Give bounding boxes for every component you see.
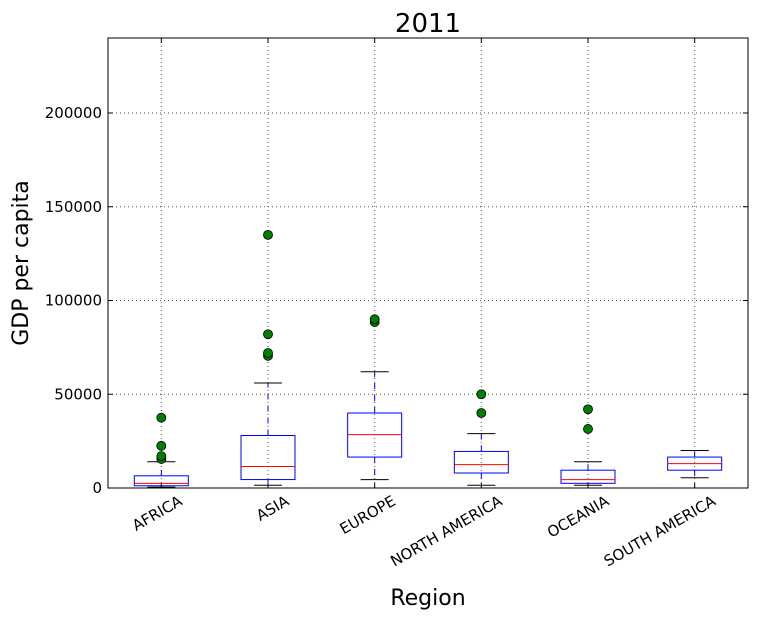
outlier-point bbox=[476, 389, 487, 400]
grid-lines bbox=[108, 38, 748, 489]
x-tick-label: ASIA bbox=[253, 492, 292, 525]
outlier-point bbox=[583, 404, 593, 415]
plot-frame bbox=[107, 37, 749, 489]
y-tick-label: 200000 bbox=[45, 104, 102, 122]
box-asia bbox=[240, 229, 296, 486]
x-axis-title: Region bbox=[390, 586, 465, 611]
y-tick-label: 150000 bbox=[45, 198, 102, 216]
outlier-point bbox=[583, 424, 593, 434]
outlier-point bbox=[263, 229, 273, 240]
box-iqr bbox=[453, 450, 509, 474]
box-iqr bbox=[240, 435, 296, 481]
box-iqr bbox=[560, 469, 616, 484]
x-tick-label: EUROPE bbox=[337, 492, 399, 538]
outlier-point bbox=[263, 348, 273, 358]
outlier-point bbox=[156, 412, 167, 423]
outlier-point bbox=[476, 408, 487, 418]
chart-title: 2011 bbox=[395, 9, 461, 39]
outlier-point bbox=[156, 440, 167, 451]
outlier-point bbox=[263, 329, 273, 340]
y-tick-label: 100000 bbox=[45, 292, 102, 310]
y-axis: 0 50000 100000 150000 200000 bbox=[45, 104, 748, 497]
box-south-america bbox=[667, 450, 723, 479]
box-oceania bbox=[560, 404, 616, 486]
x-tick-label: NORTH AMERICA bbox=[387, 492, 506, 571]
x-tick-label: AFRICA bbox=[129, 492, 186, 535]
y-tick-label: 50000 bbox=[54, 385, 102, 403]
y-axis-title: GDP per capita bbox=[9, 180, 34, 346]
y-tick-label: 0 bbox=[92, 479, 102, 497]
box-north-america bbox=[453, 389, 509, 486]
box-europe bbox=[347, 314, 403, 481]
x-tick-label: OCEANIA bbox=[544, 492, 612, 542]
outlier-point bbox=[369, 314, 380, 325]
x-tick-label: SOUTH AMERICA bbox=[601, 492, 720, 571]
outlier-point bbox=[156, 451, 167, 462]
box-group bbox=[133, 229, 723, 488]
box-africa bbox=[133, 412, 189, 488]
